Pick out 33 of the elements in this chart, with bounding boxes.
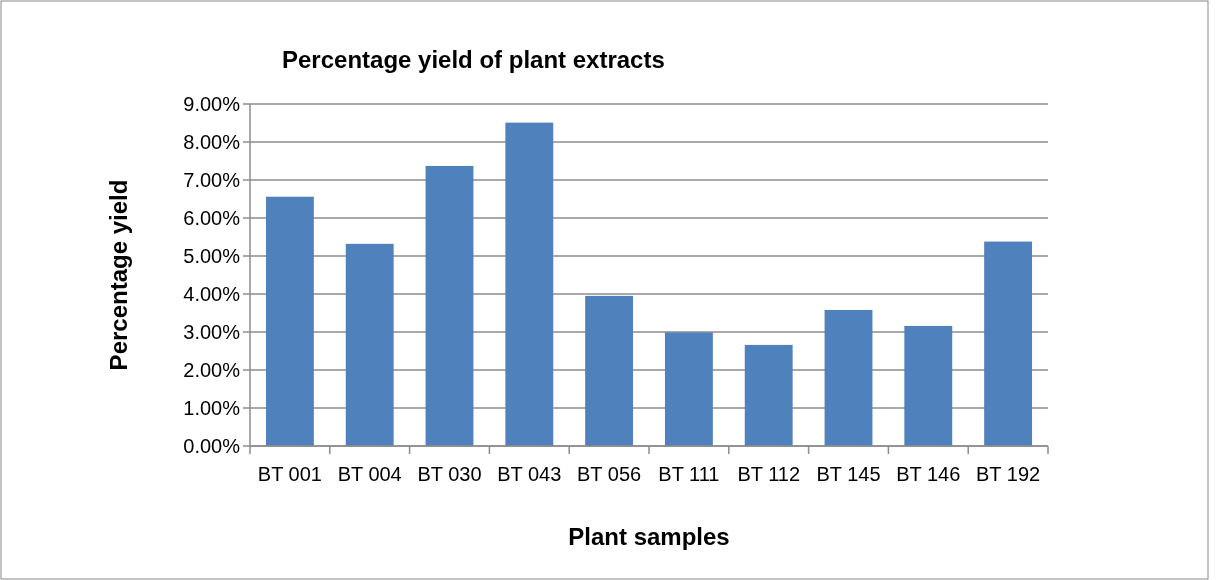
y-tick-label: 7.00%: [183, 169, 241, 191]
y-tick-label: 6.00%: [183, 207, 241, 229]
y-tick-label: 3.00%: [183, 321, 241, 343]
y-tick-label: 4.00%: [183, 283, 241, 305]
y-tick-label: 0.00%: [183, 435, 241, 457]
x-tick-label: BT 112: [737, 463, 801, 485]
bar: [824, 309, 873, 446]
x-tick-label: BT 043: [497, 463, 562, 485]
y-tick-label: 2.00%: [183, 359, 241, 381]
bar: [265, 196, 314, 446]
bar: [505, 122, 554, 446]
x-tick-label: BT 030: [417, 463, 482, 485]
x-axis-title: Plant samples: [568, 523, 730, 550]
y-axis-title: Percentage yield: [105, 179, 132, 371]
y-tick-label: 9.00%: [183, 93, 241, 115]
bar: [664, 332, 713, 446]
bar: [984, 241, 1033, 446]
y-tick-label: 1.00%: [183, 397, 241, 419]
bar: [904, 325, 953, 446]
bar: [425, 165, 474, 446]
chart-title: Percentage yield of plant extracts: [282, 46, 665, 73]
x-tick-label: BT 111: [658, 463, 720, 485]
x-tick-label: BT 192: [976, 463, 1041, 485]
y-tick-label: 5.00%: [183, 245, 241, 267]
bar: [345, 243, 394, 446]
bar: [585, 295, 634, 446]
x-tick-label: BT 146: [896, 463, 961, 485]
x-tick-label: BT 145: [816, 463, 881, 485]
bar: [744, 344, 793, 446]
x-tick-label: BT 004: [337, 463, 402, 485]
y-tick-label: 8.00%: [183, 131, 241, 153]
x-tick-label: BT 001: [257, 463, 322, 485]
x-tick-label: BT 056: [577, 463, 642, 485]
